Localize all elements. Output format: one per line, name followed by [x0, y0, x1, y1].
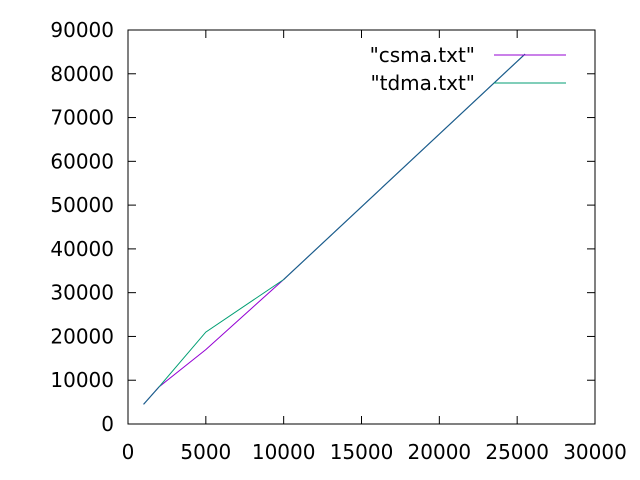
x-tick-label: 25000	[485, 440, 549, 464]
legend-label: "csma.txt"	[370, 43, 475, 67]
x-tick-label: 30000	[563, 440, 627, 464]
x-tick-label: 0	[122, 440, 135, 464]
y-tick-label: 50000	[50, 193, 114, 217]
x-tick-label: 15000	[330, 440, 394, 464]
series-line-tdma	[143, 53, 526, 405]
x-tick-label: 5000	[180, 440, 231, 464]
y-tick-label: 0	[101, 412, 114, 436]
x-tick-label: 20000	[408, 440, 472, 464]
series-line-csma	[143, 53, 526, 405]
y-tick-label: 40000	[50, 237, 114, 261]
y-tick-label: 80000	[50, 62, 114, 86]
plot-frame	[127, 29, 596, 425]
x-tick-label: 10000	[252, 440, 316, 464]
legend: "csma.txt" "tdma.txt"	[370, 43, 566, 95]
series-overlap-segment	[283, 53, 526, 280]
y-tick-label: 30000	[50, 281, 114, 305]
axis-ticks: 0 5000 10000 15000 20000 25000 30000 0 10000 2000…	[50, 18, 626, 464]
y-tick-label: 60000	[50, 149, 114, 173]
series-layer	[143, 53, 526, 405]
y-tick-label: 70000	[50, 106, 114, 130]
y-tick-label: 90000	[50, 18, 114, 42]
legend-label: "tdma.txt"	[370, 71, 475, 95]
y-tick-label: 10000	[50, 368, 114, 392]
plot-area	[127, 29, 596, 425]
series-overlap-segment	[143, 386, 160, 405]
y-tick-label: 20000	[50, 324, 114, 348]
